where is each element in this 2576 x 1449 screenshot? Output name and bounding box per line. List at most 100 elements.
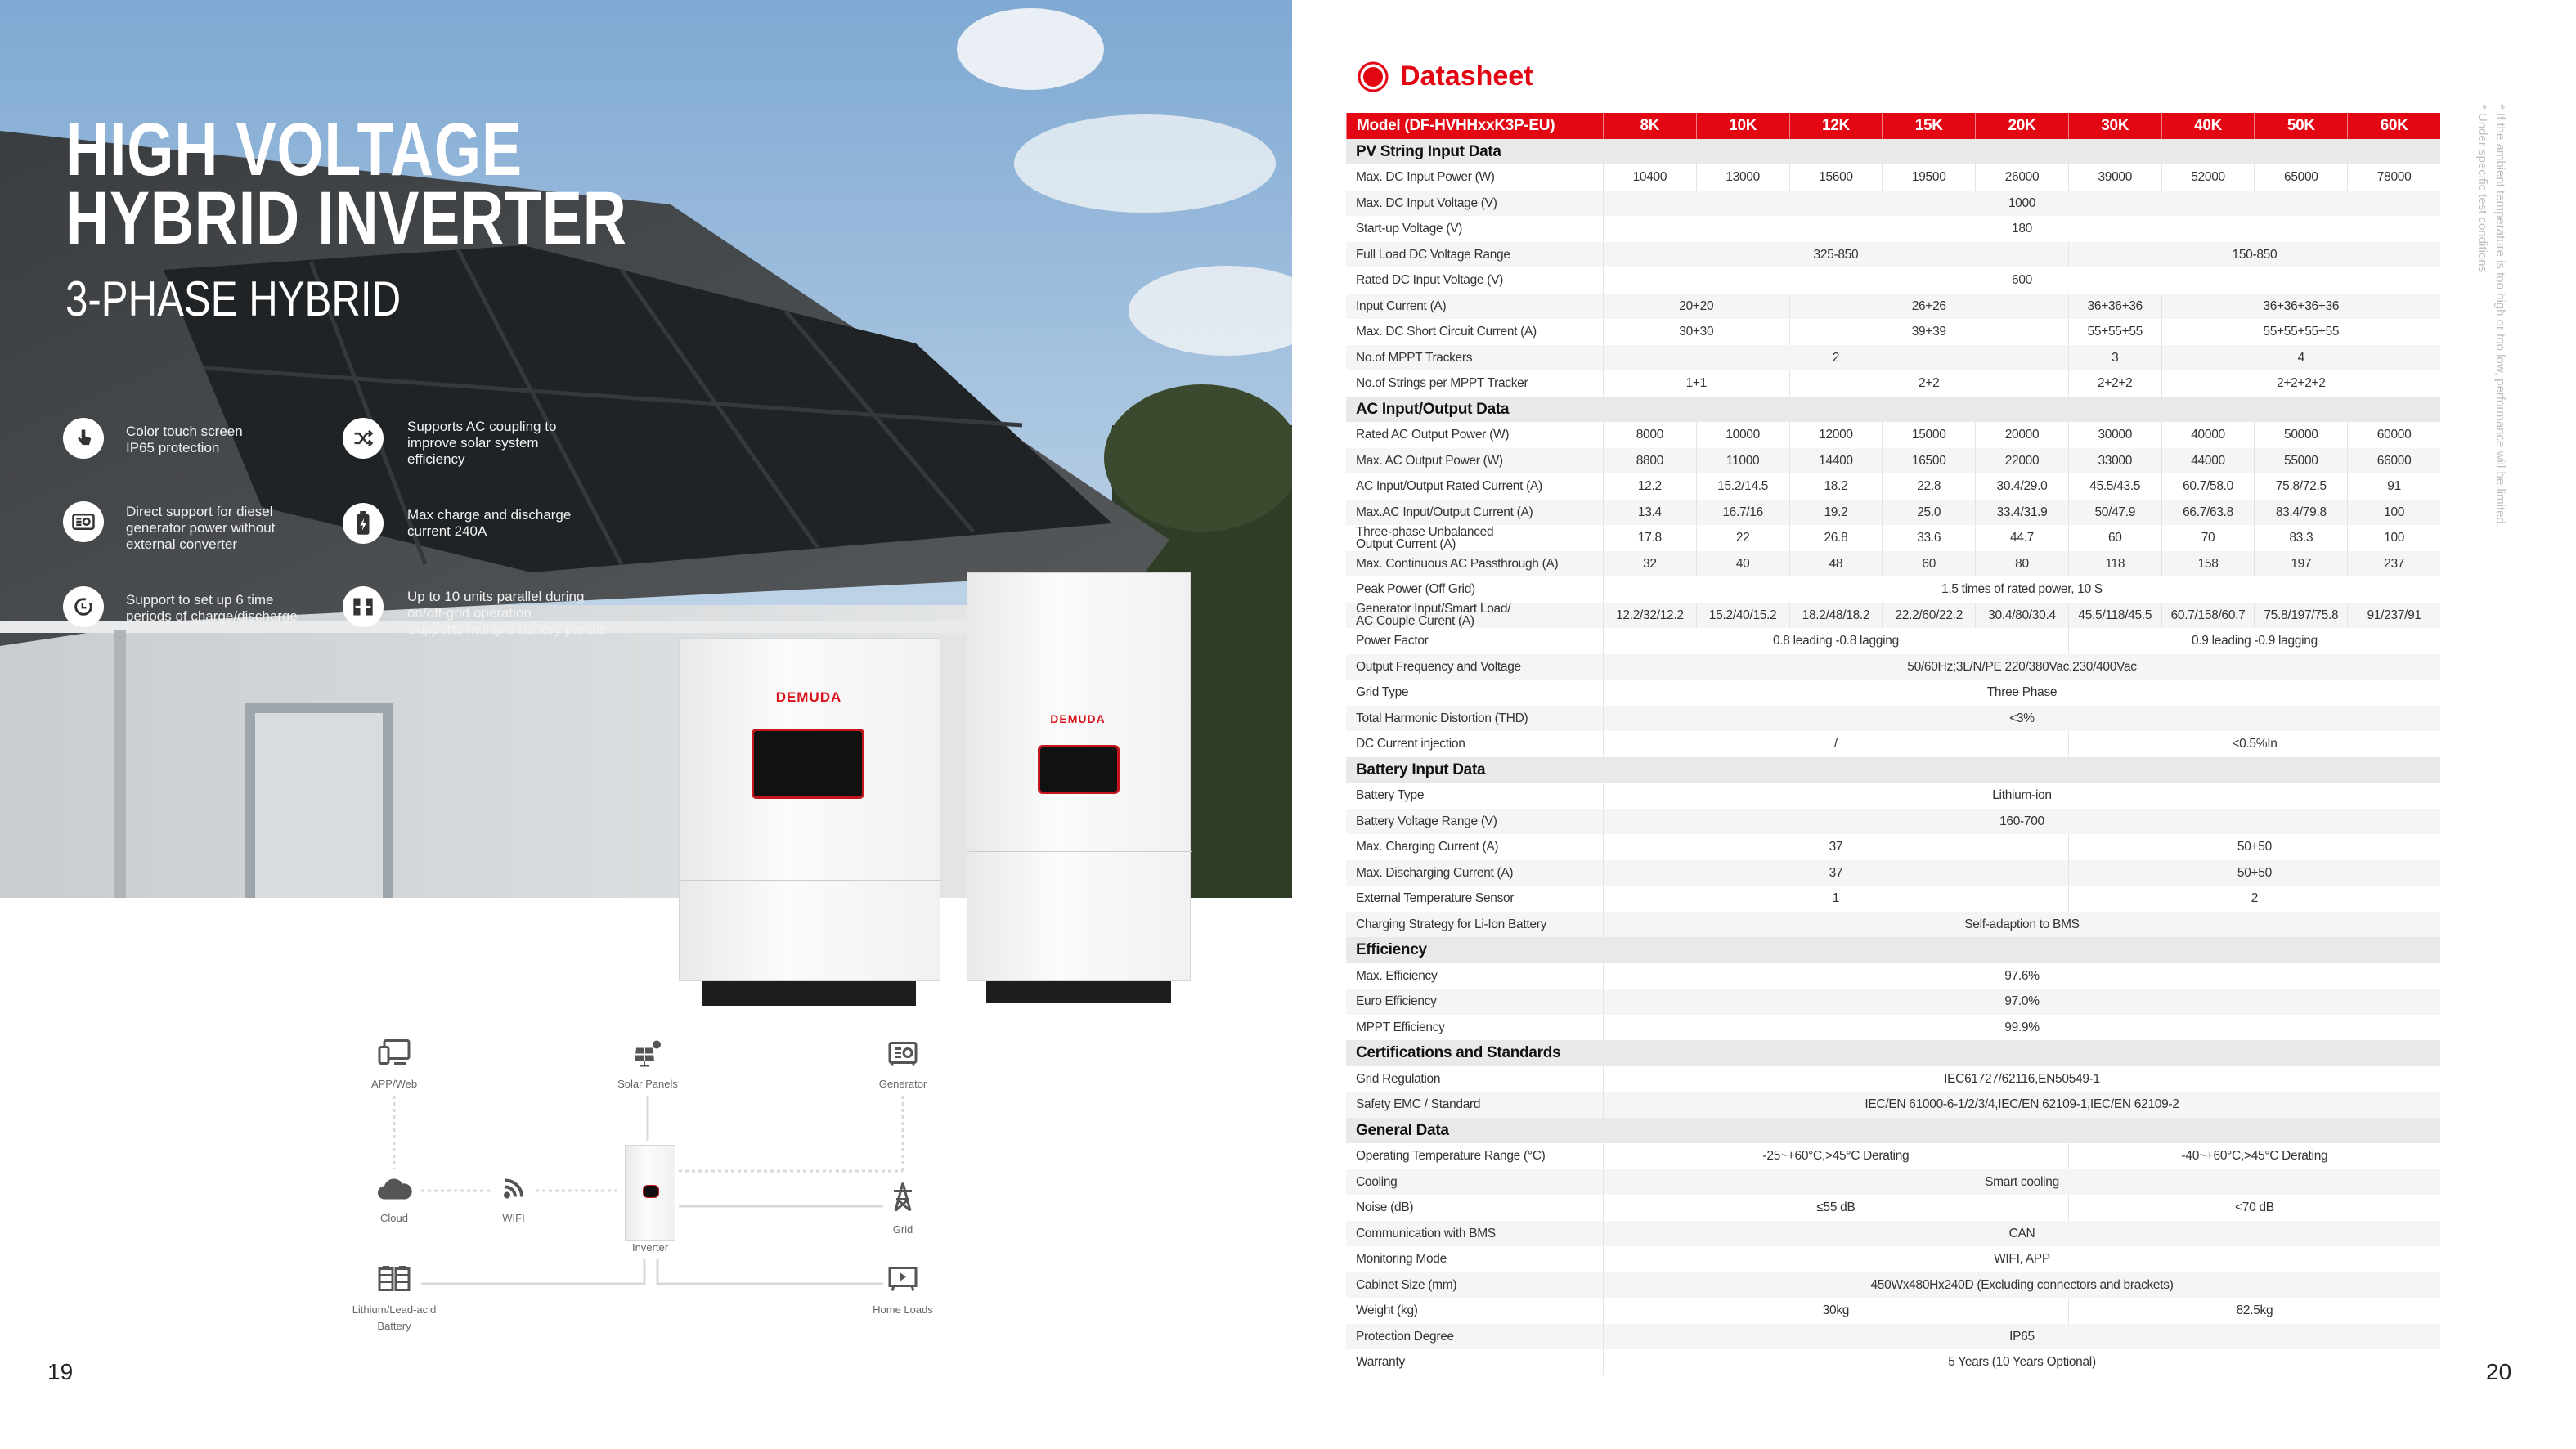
cell-value: 12.2/32/12.2	[1603, 602, 1696, 628]
table-row: Rated DC Input Voltage (V) 600	[1346, 267, 2440, 294]
cell-value: 2	[1603, 344, 2068, 370]
brand-logo: DEMUDA	[1050, 712, 1106, 725]
cell-value: 33.4/31.9	[1975, 499, 2068, 525]
cell-value: 4	[2161, 344, 2440, 370]
cell-value: 30kg	[1603, 1298, 2068, 1324]
feature-text: Max charge and discharge current 240A	[407, 507, 572, 539]
cell-value: 60.7/58.0	[2161, 473, 2255, 500]
cell-value: 80	[1975, 550, 2068, 576]
model-column-header: 12K	[1788, 113, 1883, 139]
cell-value: 15000	[1882, 422, 1975, 448]
row-label: DC Current injection	[1356, 737, 1465, 751]
cell-value: 13000	[1695, 164, 1789, 191]
cell-value: 16.7/16	[1695, 499, 1789, 525]
cell-value: 15.2/40/15.2	[1695, 602, 1789, 628]
cell-value: WIFI, APP	[1603, 1246, 2440, 1272]
cell-value: 1+1	[1603, 370, 1789, 397]
cell-value: 45.5/118/45.5	[2067, 602, 2161, 628]
cell-value: 22.8	[1882, 473, 1975, 500]
row-label: Max. AC Output Power (W)	[1356, 453, 1503, 468]
house-roof-solar-illustration	[0, 0, 1292, 898]
table-row: Cooling Smart cooling	[1346, 1169, 2440, 1195]
table-row: Max. DC Input Voltage (V) 1000	[1346, 190, 2440, 216]
system-diagram-lines	[393, 1096, 904, 1285]
diagram-label-wifi: WIFI	[502, 1212, 525, 1224]
cell-value: 60000	[2347, 422, 2440, 448]
page-number-left: 19	[47, 1359, 74, 1384]
section-title: Certifications and Standards	[1356, 1044, 1561, 1062]
diagram-label-home: Home Loads	[873, 1303, 933, 1316]
shuffle-icon	[343, 418, 384, 459]
cell-value: 60	[2067, 525, 2161, 551]
cell-value: 97.6%	[1603, 962, 2440, 989]
row-label: Operating Temperature Range (°C)	[1356, 1149, 1546, 1164]
row-label: External Temperature Sensor	[1356, 891, 1515, 906]
table-row: Input Current (A) 20+20 26+26 36+36+36 36+36…	[1346, 293, 2440, 319]
cell-value: 30.4/29.0	[1975, 473, 2068, 500]
diagram-label-battery: Lithium/Lead-acid Battery	[352, 1303, 437, 1332]
table-row: DC Current injection / <0.5%In	[1346, 731, 2440, 757]
cell-value: 22.2/60/22.2	[1882, 602, 1975, 628]
row-label: Communication with BMS	[1356, 1226, 1496, 1240]
cell-value: 20000	[1975, 422, 2068, 448]
cell-value: 30000	[2067, 422, 2161, 448]
inverter-small-image: DEMUDA	[967, 572, 1192, 981]
row-label: Rated DC Input Voltage (V)	[1356, 273, 1504, 288]
cell-value: 600	[1603, 267, 2440, 294]
row-label: Noise (dB)	[1356, 1200, 1414, 1215]
cell-value: 1000	[1603, 190, 2440, 216]
table-row: Charging Strategy for Li-Ion Battery Self…	[1346, 911, 2440, 937]
page-number-right: 20	[2486, 1359, 2512, 1384]
row-label: Input Current (A)	[1356, 298, 1447, 313]
row-label: No.of Strings per MPPT Tracker	[1356, 376, 1528, 391]
row-label: Max. Efficiency	[1356, 968, 1438, 983]
cell-value: 50+50	[2067, 834, 2440, 860]
section-title: PV String Input Data	[1356, 142, 1501, 160]
wifi-icon	[503, 1178, 524, 1204]
solar-panel-icon	[631, 1039, 664, 1072]
row-label: No.of MPPT Trackers	[1356, 350, 1473, 365]
table-row: Max. DC Input Power (W) 10400 13000 15600 19…	[1346, 164, 2440, 191]
table-row: AC Input/Output Rated Current (A) 12.2 15.…	[1346, 473, 2440, 500]
cell-value: 19500	[1882, 164, 1975, 191]
cell-value: 26000	[1975, 164, 2068, 191]
cell-value: 75.8/72.5	[2254, 473, 2347, 500]
table-row: Max. Discharging Current (A) 37 50+50	[1346, 859, 2440, 886]
diagram-label-cloud: Cloud	[380, 1212, 408, 1224]
diagram-label-solar: Solar Panels	[617, 1078, 678, 1090]
cell-value: 8000	[1603, 422, 1696, 448]
table-row: Noise (dB) ≤55 dB <70 dB	[1346, 1195, 2440, 1221]
cell-value: ≤55 dB	[1603, 1195, 2068, 1221]
monitor-phone-icon	[378, 1039, 411, 1071]
row-label: Cooling	[1356, 1174, 1398, 1189]
cell-value: Lithium-ion	[1603, 783, 2440, 809]
cell-value: 197	[2254, 550, 2347, 576]
diagram-label-grid: Grid	[892, 1223, 913, 1236]
diagram-label-inverter: Inverter	[631, 1241, 669, 1254]
cell-value: 100	[2347, 499, 2440, 525]
table-row: Battery Type Lithium-ion	[1346, 783, 2440, 809]
cell-value: 32	[1603, 550, 1696, 576]
cell-value: 180	[1603, 216, 2440, 242]
table-row: MPPT Efficiency 99.9%	[1346, 1014, 2440, 1040]
model-header: Model (DF-HVHHxxK3P-EU)	[1346, 113, 1603, 139]
cell-value: 55000	[2254, 447, 2347, 473]
cell-value: 39000	[2067, 164, 2161, 191]
cell-value: 83.3	[2254, 525, 2347, 551]
section-title: AC Input/Output Data	[1356, 400, 1510, 418]
cell-value: <0.5%In	[2067, 731, 2440, 757]
cell-value: 44000	[2161, 447, 2255, 473]
cell-value: Self-adaption to BMS	[1603, 911, 2440, 937]
cell-value: <3%	[1603, 705, 2440, 731]
cell-value: 0.8 leading -0.8 lagging	[1603, 628, 2068, 654]
row-label: Grid Type	[1356, 685, 1409, 700]
cell-value: 5 Years (10 Years Optional)	[1603, 1349, 2440, 1375]
table-row: Power Factor 0.8 leading -0.8 lagging 0.9 …	[1346, 628, 2440, 654]
model-column-header: 15K	[1882, 113, 1975, 139]
cell-value: 26+26	[1788, 293, 2068, 319]
model-column-header: 50K	[2254, 113, 2347, 139]
cell-value: 99.9%	[1603, 1014, 2440, 1040]
cell-value: 60.7/158/60.7	[2161, 602, 2255, 628]
table-row: Cabinet Size (mm) 450Wx480Hx240D (Excludi…	[1346, 1272, 2440, 1298]
cell-value: 50/60Hz;3L/N/PE 220/380Vac,230/400Vac	[1603, 653, 2440, 680]
